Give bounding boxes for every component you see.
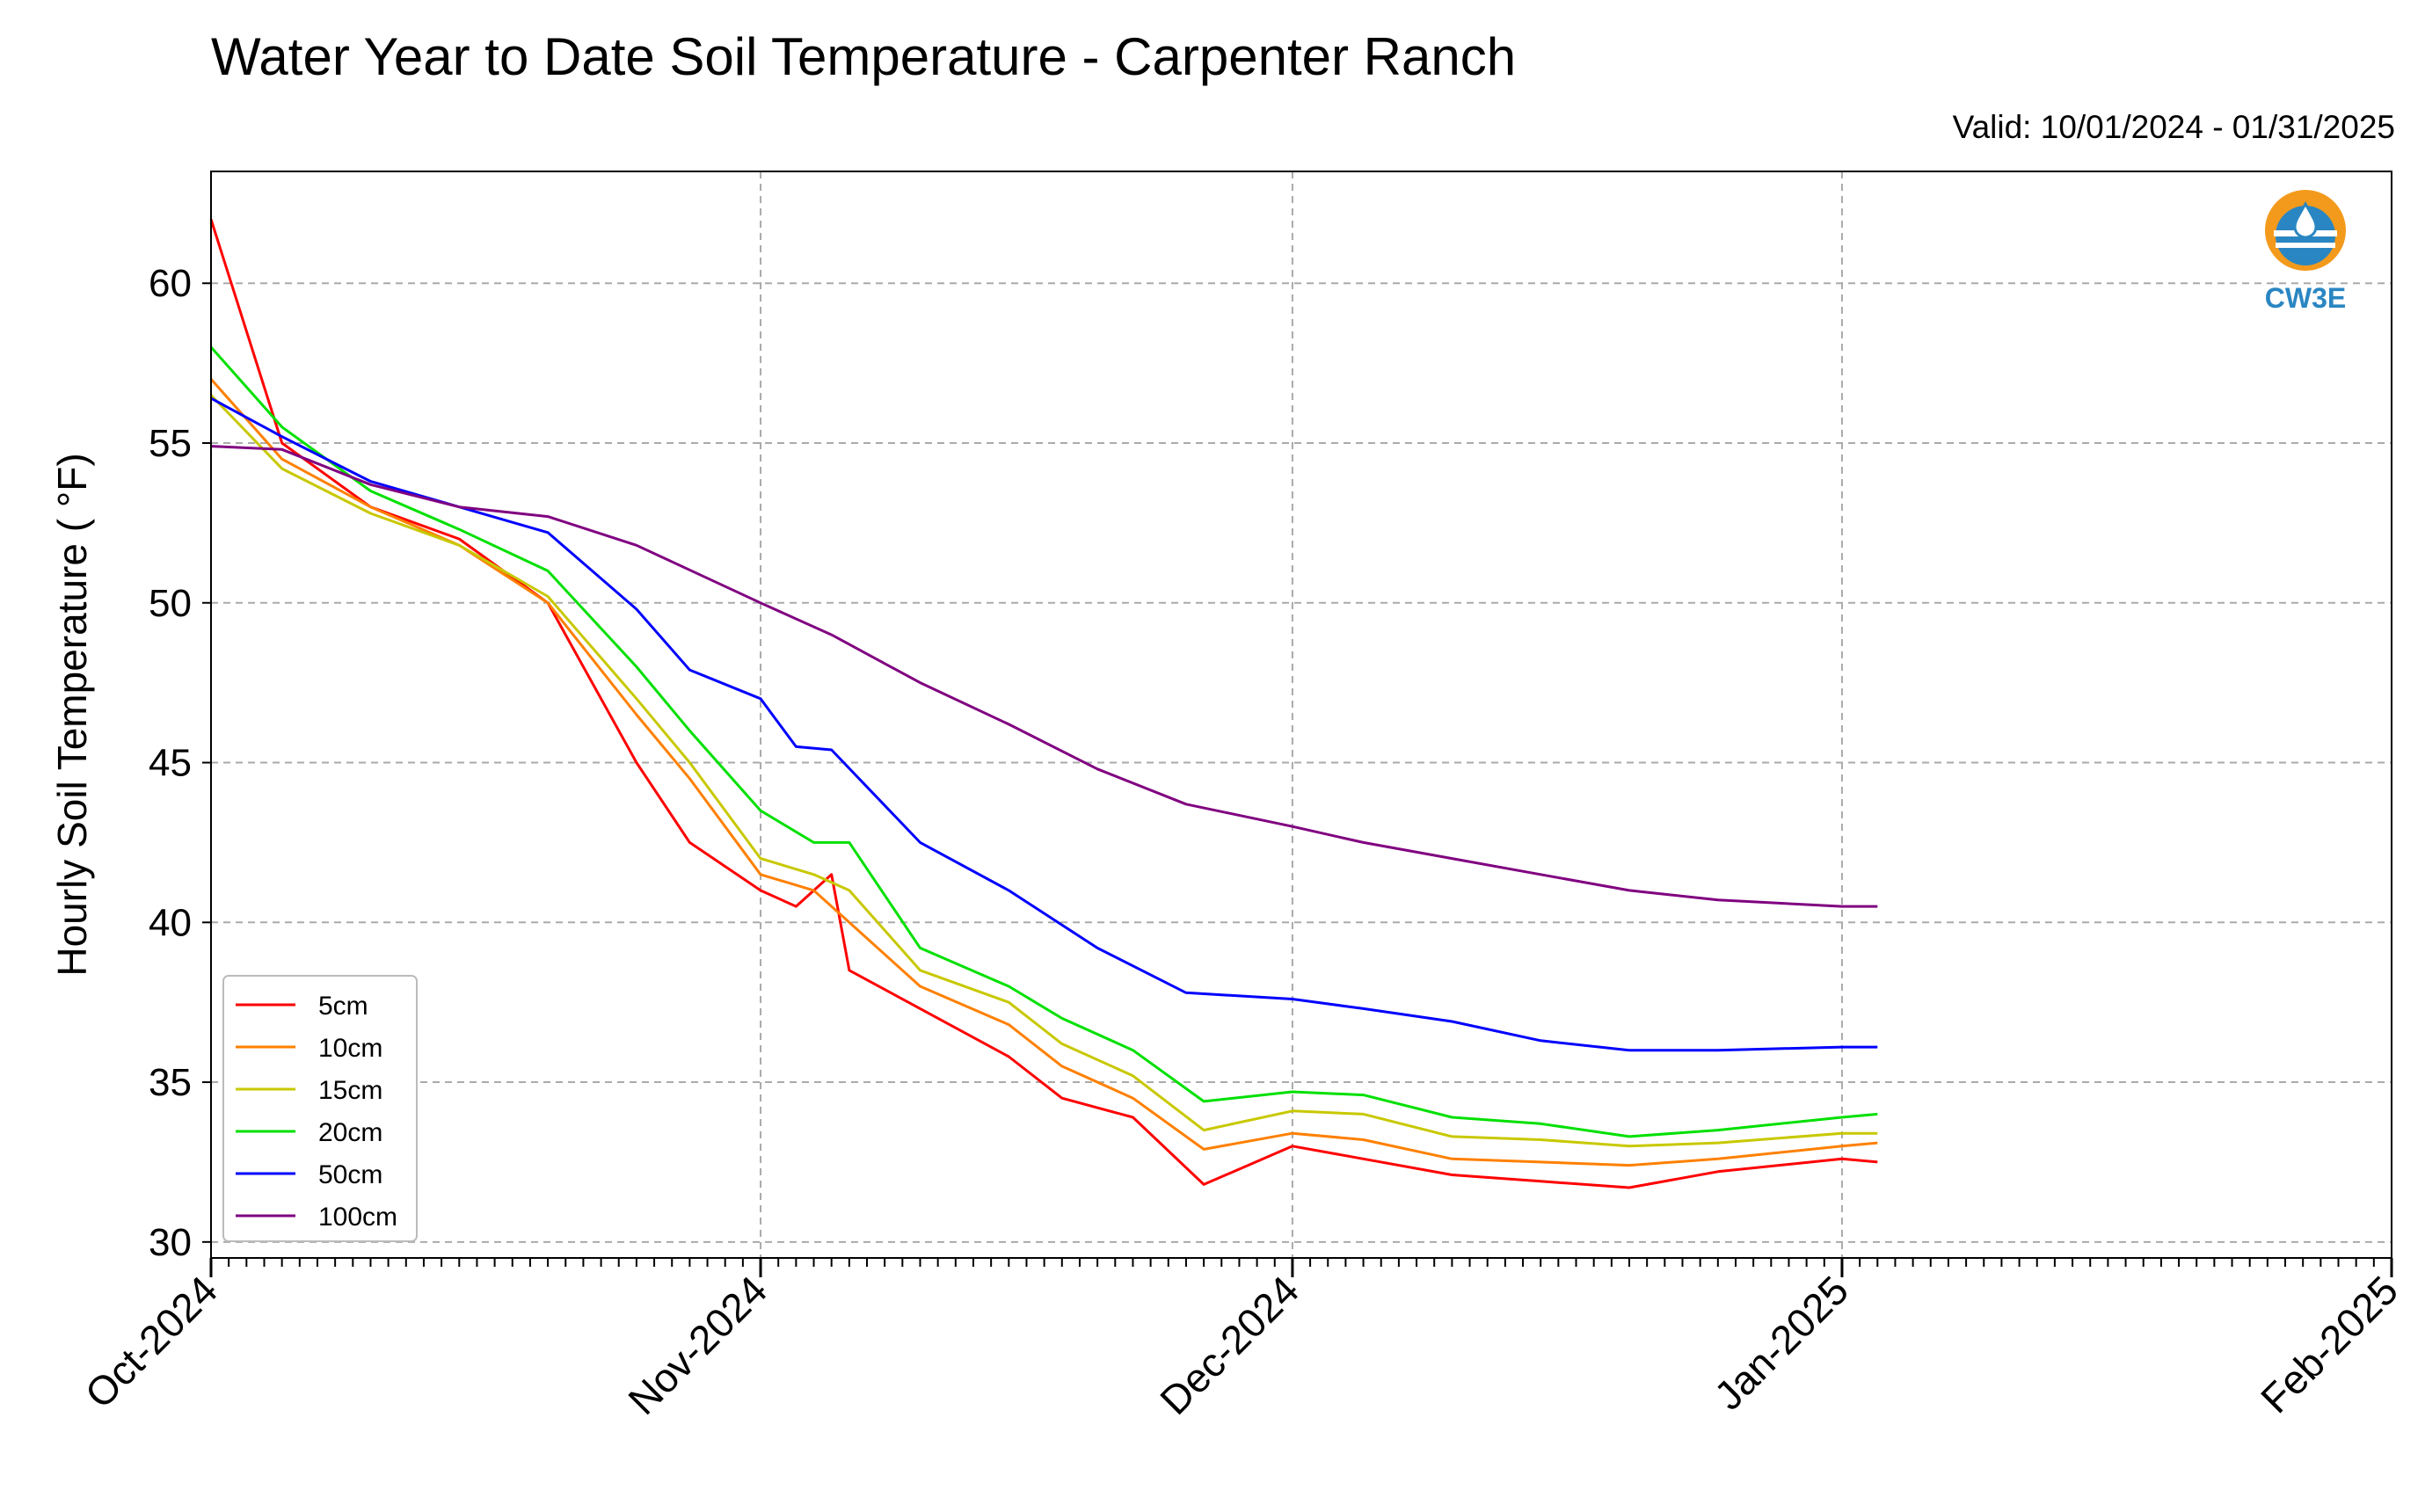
chart-subtitle: Valid: 10/01/2024 - 01/31/2025: [1952, 109, 2395, 145]
y-tick-label: 30: [149, 1221, 192, 1264]
y-tick-label: 60: [149, 262, 192, 305]
series-line-15cm: [209, 394, 1878, 1148]
y-axis-label: Hourly Soil Temperature ( °F): [49, 453, 95, 976]
cw3e-logo: CW3E: [2265, 190, 2346, 314]
legend-label: 20cm: [318, 1118, 382, 1147]
series-line-50cm: [210, 396, 1878, 1052]
x-tick-label: Nov-2024: [619, 1267, 776, 1423]
y-tick-label: 35: [149, 1061, 192, 1104]
logo-text: CW3E: [2265, 282, 2346, 314]
series-lines: [209, 219, 1878, 1189]
plot-frame: [210, 171, 2392, 1259]
y-tick-label: 50: [149, 582, 192, 625]
series-line-10cm: [209, 378, 1878, 1167]
axes: 30 35 40 45 50 55 60 Oct-2024 Nov-2024 Dec-2024 Ja…: [76, 262, 2407, 1423]
x-tick-label: Feb-2025: [2252, 1267, 2407, 1421]
y-tick-label: 40: [149, 901, 192, 944]
legend: 5cm 10cm 15cm 20cm 50cm 100cm: [222, 975, 418, 1242]
y-tick-label: 45: [149, 742, 192, 785]
y-tick-label: 55: [149, 422, 192, 465]
legend-label: 10cm: [318, 1034, 382, 1063]
water-drop-icon: [2293, 200, 2318, 239]
series-line-5cm: [209, 219, 1878, 1189]
legend-label: 50cm: [318, 1160, 382, 1189]
grid-lines: [211, 171, 2392, 1258]
series-line-100cm: [210, 445, 1878, 908]
x-tick-label: Dec-2024: [1151, 1267, 1307, 1423]
legend-label: 15cm: [318, 1076, 382, 1105]
chart-title: Water Year to Date Soil Temperature - Ca…: [211, 27, 1517, 86]
x-tick-label: Jan-2025: [1706, 1267, 1857, 1418]
series-line-20cm: [209, 345, 1878, 1138]
legend-label: 5cm: [318, 992, 368, 1021]
legend-label: 100cm: [318, 1203, 397, 1232]
x-tick-label: Oct-2024: [76, 1267, 227, 1417]
logo-wave-icon: [2276, 243, 2335, 248]
